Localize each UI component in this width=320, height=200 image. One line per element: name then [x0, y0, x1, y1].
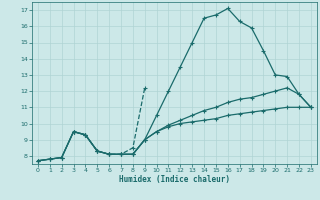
X-axis label: Humidex (Indice chaleur): Humidex (Indice chaleur) [119, 175, 230, 184]
